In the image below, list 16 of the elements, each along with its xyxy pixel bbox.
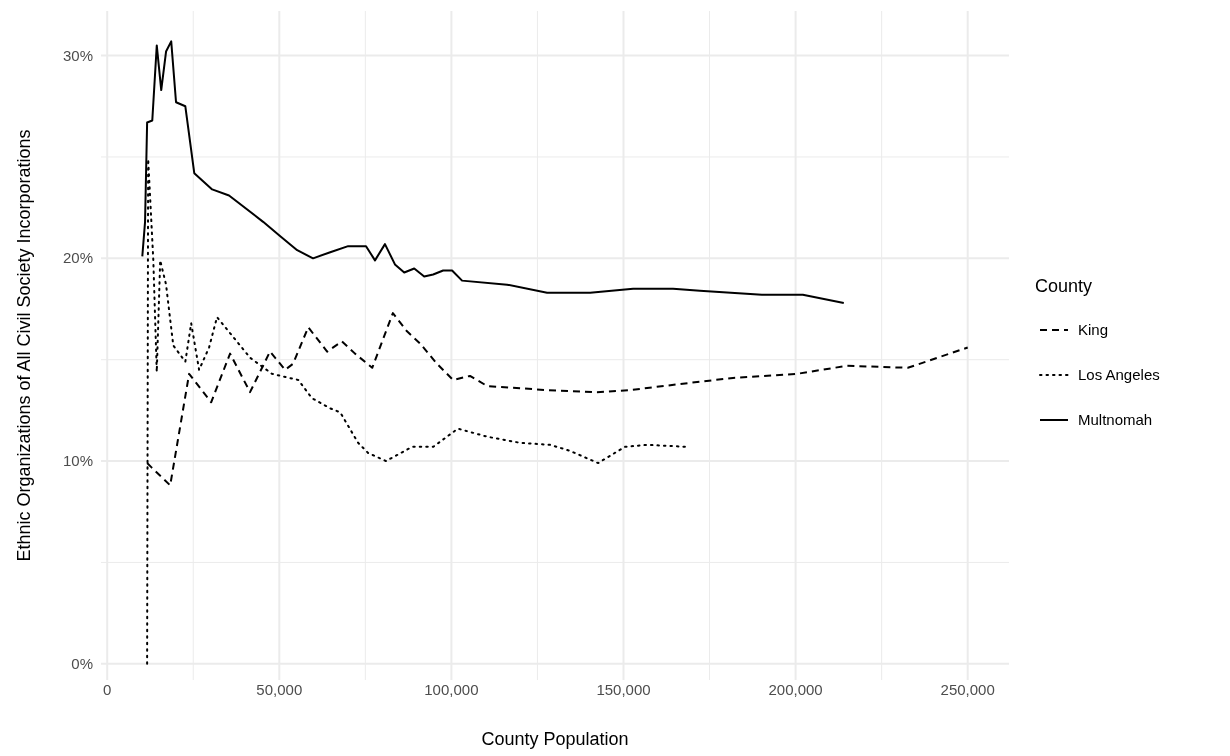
legend-label: King	[1078, 321, 1109, 338]
y-tick-label: 0%	[71, 654, 93, 672]
x-tick-label: 0	[103, 681, 112, 698]
legend-label: Multnomah	[1078, 411, 1153, 428]
y-tick-label: 10%	[62, 452, 93, 470]
x-axis-title: County Population	[481, 729, 629, 749]
x-tick-label: 100,000	[424, 681, 479, 698]
legend-label: Los Angeles	[1078, 366, 1160, 383]
x-tick-label: 150,000	[596, 681, 651, 698]
x-tick-label: 200,000	[768, 681, 823, 698]
x-tick-label: 50,000	[256, 681, 303, 698]
legend-title: County	[1035, 276, 1093, 296]
x-tick-label: 250,000	[940, 681, 995, 698]
y-tick-label: 20%	[62, 249, 93, 267]
y-axis-title: Ethnic Organizations of All Civil Society Incorporations	[14, 129, 34, 562]
y-tick-label: 30%	[62, 46, 93, 64]
